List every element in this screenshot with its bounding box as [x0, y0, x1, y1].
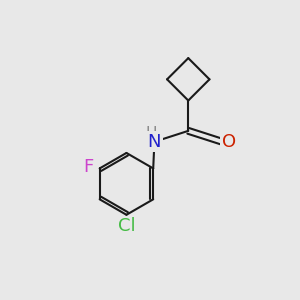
Text: H: H [146, 126, 157, 141]
Text: N: N [148, 133, 161, 151]
Text: O: O [222, 133, 236, 151]
Text: F: F [83, 158, 94, 176]
Text: Cl: Cl [118, 217, 135, 235]
